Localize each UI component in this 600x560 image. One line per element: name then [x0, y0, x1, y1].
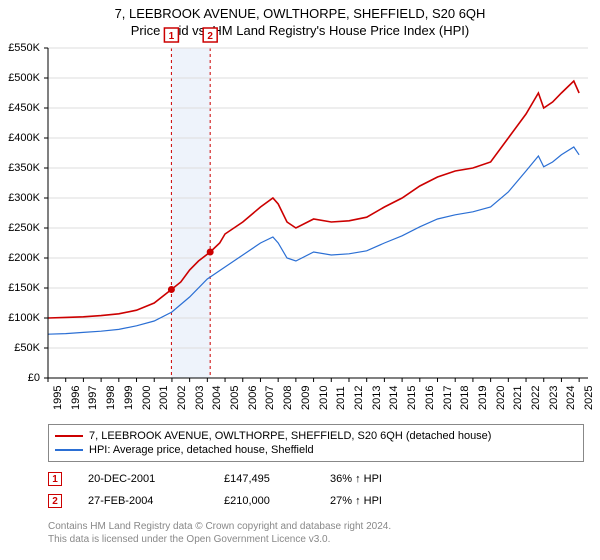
- sale-price: £147,495: [224, 473, 304, 485]
- x-tick-label: 1997: [87, 386, 99, 410]
- chart-plot-area: 12: [48, 48, 588, 378]
- sale-hpi: 36% ↑ HPI: [330, 473, 420, 485]
- x-tick-label: 2018: [459, 386, 471, 410]
- title-line2: Price paid vs. HM Land Registry's House …: [0, 23, 600, 38]
- x-tick-label: 1998: [105, 386, 117, 410]
- x-tick-label: 2017: [442, 386, 454, 410]
- title-block: 7, LEEBROOK AVENUE, OWLTHORPE, SHEFFIELD…: [0, 0, 600, 38]
- x-tick-label: 1996: [70, 386, 82, 410]
- svg-text:1: 1: [169, 31, 175, 42]
- sale-marker-icon: 2: [48, 494, 62, 508]
- x-tick-label: 1995: [52, 386, 64, 410]
- x-tick-label: 2001: [158, 386, 170, 410]
- x-tick-label: 2015: [406, 386, 418, 410]
- x-tick-label: 2006: [247, 386, 259, 410]
- sale-hpi: 27% ↑ HPI: [330, 495, 420, 507]
- x-tick-label: 2010: [318, 386, 330, 410]
- x-tick-label: 2020: [495, 386, 507, 410]
- legend-swatch: [55, 435, 83, 437]
- y-tick-label: £450K: [8, 102, 40, 114]
- x-tick-label: 2008: [282, 386, 294, 410]
- y-tick-label: £0: [28, 372, 40, 384]
- title-line1: 7, LEEBROOK AVENUE, OWLTHORPE, SHEFFIELD…: [0, 6, 600, 21]
- y-tick-label: £200K: [8, 252, 40, 264]
- y-tick-label: £150K: [8, 282, 40, 294]
- sale-price: £210,000: [224, 495, 304, 507]
- chart-svg: 12: [48, 48, 588, 378]
- y-tick-label: £550K: [8, 42, 40, 54]
- legend-row: HPI: Average price, detached house, Shef…: [55, 443, 577, 457]
- legend-box: 7, LEEBROOK AVENUE, OWLTHORPE, SHEFFIELD…: [48, 424, 584, 462]
- y-tick-label: £250K: [8, 222, 40, 234]
- legend-swatch: [55, 449, 83, 451]
- x-tick-label: 2004: [211, 386, 223, 410]
- y-axis-labels: £0£50K£100K£150K£200K£250K£300K£350K£400…: [0, 48, 44, 378]
- legend-text: HPI: Average price, detached house, Shef…: [89, 444, 314, 456]
- y-tick-label: £100K: [8, 312, 40, 324]
- y-tick-label: £300K: [8, 192, 40, 204]
- sales-table: 1 20-DEC-2001 £147,495 36% ↑ HPI 2 27-FEB-200…: [48, 468, 420, 512]
- footer-line2: This data is licensed under the Open Gov…: [48, 533, 391, 546]
- y-tick-label: £50K: [14, 342, 40, 354]
- x-tick-label: 2016: [424, 386, 436, 410]
- x-tick-label: 1999: [123, 386, 135, 410]
- svg-text:2: 2: [207, 31, 213, 42]
- sale-date: 27-FEB-2004: [88, 495, 198, 507]
- sale-row: 1 20-DEC-2001 £147,495 36% ↑ HPI: [48, 468, 420, 490]
- x-tick-label: 2024: [565, 386, 577, 410]
- x-axis-labels: 1995 1996 1997 1998 1999 2000 2001 2002 2003 2004…: [48, 380, 588, 420]
- x-tick-label: 2003: [194, 386, 206, 410]
- x-tick-label: 2002: [176, 386, 188, 410]
- x-tick-label: 2022: [530, 386, 542, 410]
- sale-row: 2 27-FEB-2004 £210,000 27% ↑ HPI: [48, 490, 420, 512]
- sale-date: 20-DEC-2001: [88, 473, 198, 485]
- x-tick-label: 2019: [477, 386, 489, 410]
- x-tick-label: 2005: [229, 386, 241, 410]
- y-tick-label: £400K: [8, 132, 40, 144]
- y-tick-label: £500K: [8, 72, 40, 84]
- chart-container: 7, LEEBROOK AVENUE, OWLTHORPE, SHEFFIELD…: [0, 0, 600, 560]
- y-tick-label: £350K: [8, 162, 40, 174]
- x-tick-label: 2012: [353, 386, 365, 410]
- footer: Contains HM Land Registry data © Crown c…: [48, 520, 391, 546]
- x-tick-label: 2009: [300, 386, 312, 410]
- x-tick-label: 2011: [335, 386, 347, 410]
- x-tick-label: 2014: [388, 386, 400, 410]
- x-tick-label: 2023: [548, 386, 560, 410]
- sale-marker-icon: 1: [48, 472, 62, 486]
- x-tick-label: 2025: [583, 386, 595, 410]
- x-tick-label: 2000: [141, 386, 153, 410]
- x-tick-label: 2021: [512, 386, 524, 410]
- legend-row: 7, LEEBROOK AVENUE, OWLTHORPE, SHEFFIELD…: [55, 429, 577, 443]
- legend-text: 7, LEEBROOK AVENUE, OWLTHORPE, SHEFFIELD…: [89, 430, 491, 442]
- footer-line1: Contains HM Land Registry data © Crown c…: [48, 520, 391, 533]
- x-tick-label: 2013: [371, 386, 383, 410]
- x-tick-label: 2007: [264, 386, 276, 410]
